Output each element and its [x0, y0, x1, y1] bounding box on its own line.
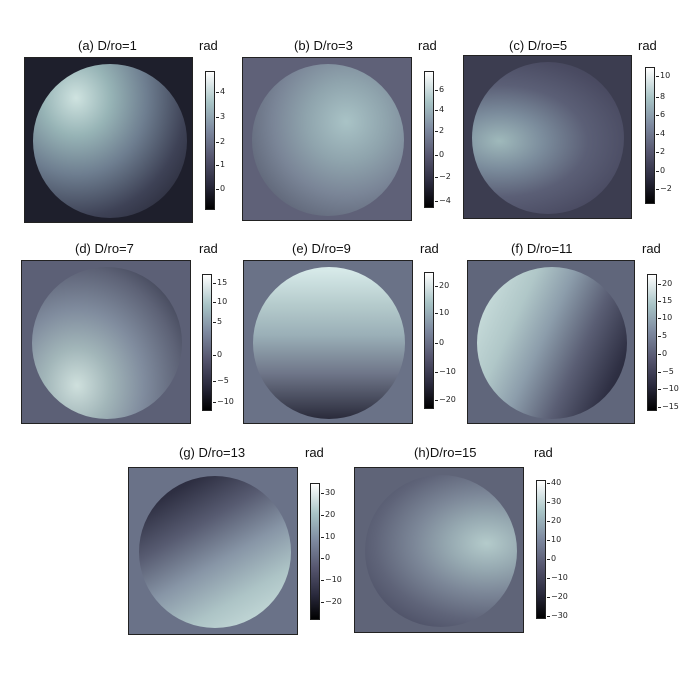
colorbar-tick: −20: [547, 592, 568, 601]
phase-map-image: [243, 260, 413, 424]
colorbar-tick: −15: [658, 402, 679, 411]
colorbar-tick: −5: [658, 367, 674, 376]
colorbar-tick: 10: [657, 313, 673, 322]
colorbar-tick: 6: [655, 110, 666, 119]
colorbar-tick: 2: [434, 126, 445, 135]
panel-title: (c) D/ro=5: [509, 38, 568, 53]
phase-map-image: [242, 57, 412, 221]
panel-title: (d) D/ro=7: [75, 241, 134, 256]
colorbar: [536, 480, 546, 619]
colorbar-tick: 0: [546, 554, 557, 563]
colorbar-tick: −10: [658, 384, 679, 393]
phase-disk: [472, 62, 624, 214]
colorbar-tick: 20: [546, 516, 562, 525]
colorbar-tick: 4: [655, 129, 666, 138]
colorbar-tick: −30: [547, 611, 568, 620]
colorbar-tick: −10: [547, 573, 568, 582]
colorbar-tick: 40: [546, 478, 562, 487]
colorbar-tick: 30: [546, 497, 562, 506]
panel-title: (g) D/ro=13: [179, 445, 246, 460]
colorbar-tick: −5: [213, 376, 229, 385]
colorbar-tick: 5: [212, 317, 223, 326]
colorbar: [645, 67, 655, 204]
colorbar-tick: −10: [213, 397, 234, 406]
phase-disk: [252, 64, 404, 216]
panel-title: (f) D/ro=11: [511, 241, 573, 256]
colorbar: [647, 274, 657, 411]
panel-title: (a) D/ro=1: [78, 38, 137, 53]
colorbar-tick: −20: [435, 395, 456, 404]
colorbar-tick: 8: [655, 92, 666, 101]
colorbar: [424, 71, 434, 208]
colorbar-tick: 0: [215, 184, 226, 193]
panel-title: (b) D/ro=3: [294, 38, 353, 53]
colorbar-tick: 15: [657, 296, 673, 305]
colorbar-tick: 20: [657, 279, 673, 288]
colorbar-unit: rad: [305, 445, 324, 460]
colorbar-tick: 4: [215, 87, 226, 96]
colorbar-tick: 0: [212, 350, 223, 359]
colorbar-tick: 2: [215, 137, 226, 146]
colorbar-tick: 0: [655, 166, 666, 175]
colorbar-unit: rad: [199, 38, 218, 53]
colorbar-tick: 10: [212, 297, 228, 306]
colorbar-unit: rad: [534, 445, 553, 460]
colorbar-unit: rad: [420, 241, 439, 256]
colorbar-tick: 3: [215, 112, 226, 121]
phase-map-image: [21, 260, 191, 424]
colorbar-tick: 10: [434, 308, 450, 317]
colorbar: [424, 272, 434, 409]
panel-title: (h)D/ro=15: [414, 445, 477, 460]
colorbar-tick: 0: [320, 553, 331, 562]
colorbar-tick: −2: [656, 184, 672, 193]
colorbar-tick: 10: [546, 535, 562, 544]
colorbar-tick: 1: [215, 160, 226, 169]
colorbar-tick: 10: [320, 532, 336, 541]
colorbar-unit: rad: [418, 38, 437, 53]
phase-disk: [32, 267, 182, 419]
colorbar-tick: 0: [657, 349, 668, 358]
colorbar-tick: −10: [321, 575, 342, 584]
colorbar: [202, 274, 212, 411]
phase-disk: [253, 267, 405, 419]
colorbar-unit: rad: [199, 241, 218, 256]
colorbar-tick: 15: [212, 278, 228, 287]
colorbar-tick: −4: [435, 196, 451, 205]
colorbar: [205, 71, 215, 210]
colorbar-tick: 20: [434, 281, 450, 290]
phase-disk: [477, 267, 627, 419]
colorbar-tick: 4: [434, 105, 445, 114]
colorbar-unit: rad: [638, 38, 657, 53]
colorbar-tick: −2: [435, 172, 451, 181]
phase-map-image: [467, 260, 635, 424]
colorbar-tick: 10: [655, 71, 671, 80]
colorbar-tick: −10: [435, 367, 456, 376]
colorbar-tick: 20: [320, 510, 336, 519]
colorbar-tick: 30: [320, 488, 336, 497]
colorbar-tick: −20: [321, 597, 342, 606]
panel-title: (e) D/ro=9: [292, 241, 351, 256]
colorbar-tick: 2: [655, 147, 666, 156]
colorbar-tick: 5: [657, 331, 668, 340]
phase-disk: [33, 64, 187, 218]
colorbar: [310, 483, 320, 620]
colorbar-tick: 0: [434, 150, 445, 159]
colorbar-unit: rad: [642, 241, 661, 256]
phase-disk: [139, 476, 291, 628]
phase-map-image: [128, 467, 298, 635]
phase-map-image: [463, 55, 632, 219]
colorbar-tick: 0: [434, 338, 445, 347]
colorbar-tick: 6: [434, 85, 445, 94]
phase-map-image: [24, 57, 193, 223]
phase-disk: [365, 475, 517, 627]
phase-map-image: [354, 467, 524, 633]
